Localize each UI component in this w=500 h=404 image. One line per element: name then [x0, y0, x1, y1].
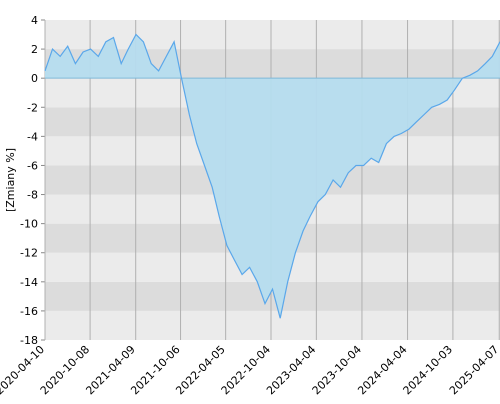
- grid-band: [45, 20, 500, 50]
- y-tick-label: 4: [31, 14, 38, 27]
- area: [45, 34, 500, 319]
- y-tick-label: -18: [20, 334, 38, 347]
- y-tick-label: 0: [31, 72, 38, 85]
- y-axis-label: [Zmiany %]: [4, 148, 17, 212]
- line: [44, 33, 500, 319]
- grid-band: [45, 310, 500, 340]
- y-tick-label: -6: [27, 159, 38, 172]
- y-tick-label: -2: [27, 101, 38, 114]
- y-tick-label: -4: [27, 130, 38, 143]
- y-tick-label: -16: [20, 305, 38, 318]
- x-tick-label: 2025-04-07: [447, 343, 500, 397]
- y-tick-label: -14: [20, 276, 38, 289]
- y-tick-label: -8: [27, 189, 38, 202]
- y-tick-label: -10: [20, 218, 38, 231]
- y-tick-label: 2: [31, 43, 38, 56]
- y-tick-label: -12: [20, 247, 38, 260]
